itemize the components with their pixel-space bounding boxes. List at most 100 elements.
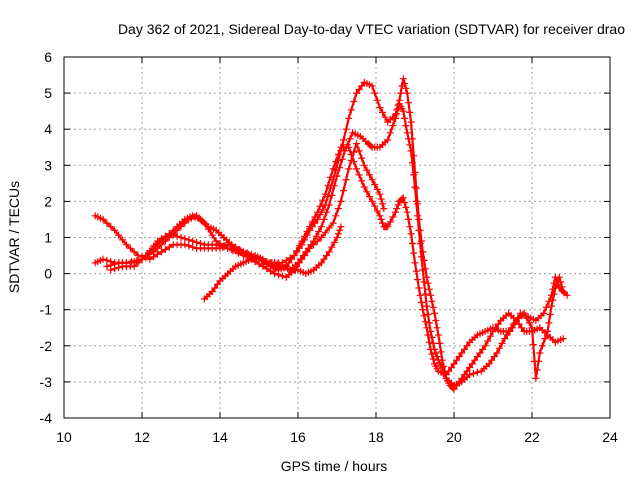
plus-marker <box>384 136 392 144</box>
plus-marker <box>181 241 189 249</box>
plus-marker <box>316 202 324 210</box>
plus-marker <box>267 267 275 275</box>
plus-marker <box>393 205 401 213</box>
plus-marker <box>150 242 158 250</box>
plus-marker <box>406 108 414 116</box>
plus-marker <box>424 311 432 318</box>
plus-marker <box>306 223 314 231</box>
plus-marker <box>189 237 197 245</box>
plus-marker <box>334 205 342 213</box>
plus-marker <box>315 228 323 235</box>
plus-marker <box>528 324 536 332</box>
plus-marker <box>216 242 224 250</box>
plus-marker <box>437 348 445 356</box>
plus-marker <box>551 284 559 292</box>
plus-marker <box>321 229 329 237</box>
plus-marker <box>438 364 446 371</box>
plus-marker <box>402 203 410 211</box>
plus-marker <box>408 159 416 167</box>
plus-marker <box>559 335 567 343</box>
plus-marker <box>410 171 418 179</box>
plus-marker <box>563 291 571 299</box>
series-markers-track-d <box>200 223 345 303</box>
plus-marker <box>559 288 567 296</box>
plus-marker <box>406 223 414 231</box>
plus-marker <box>329 219 337 227</box>
plus-marker <box>394 201 402 209</box>
plus-marker <box>212 241 220 249</box>
plus-marker <box>189 243 197 251</box>
plus-marker <box>536 349 544 357</box>
plus-marker <box>345 114 353 122</box>
plus-marker <box>103 219 111 227</box>
plus-marker <box>301 232 308 240</box>
y-tick-label: 1 <box>44 230 52 246</box>
plus-marker <box>243 253 251 261</box>
plus-marker <box>473 353 481 361</box>
plus-marker <box>376 104 384 111</box>
plus-marker <box>107 266 115 274</box>
plus-marker <box>442 371 450 379</box>
plus-marker <box>481 342 489 350</box>
plus-marker <box>407 147 415 155</box>
plus-marker <box>228 246 236 253</box>
plus-marker <box>213 280 221 288</box>
plus-marker <box>542 303 550 311</box>
plus-marker <box>342 125 350 133</box>
plus-marker <box>548 302 555 310</box>
plus-marker <box>479 345 487 353</box>
plus-marker <box>423 302 431 310</box>
plus-marker <box>347 157 355 164</box>
plus-marker <box>355 86 363 93</box>
plus-marker <box>103 256 111 264</box>
plus-marker <box>358 154 366 162</box>
data-series <box>91 75 571 393</box>
plus-marker <box>169 231 177 239</box>
plus-marker <box>402 122 410 130</box>
x-tick-label: 12 <box>134 429 150 445</box>
plus-marker <box>498 339 506 347</box>
y-tick-label: 0 <box>44 266 52 282</box>
plus-marker <box>119 236 126 244</box>
plus-marker <box>341 147 349 155</box>
plus-marker <box>503 331 511 339</box>
plus-marker <box>311 213 319 221</box>
plus-marker <box>328 191 336 199</box>
chart-title: Day 362 of 2021, Sidereal Day-to-day VTE… <box>118 21 625 37</box>
plus-marker <box>423 324 431 332</box>
series-line-track-e <box>109 142 385 279</box>
plus-marker <box>332 212 340 220</box>
plus-marker <box>496 344 503 352</box>
plus-marker <box>363 166 371 174</box>
plus-marker <box>220 243 228 251</box>
plus-marker <box>115 264 123 272</box>
y-axis-label: SDTVAR / TECUs <box>6 181 22 293</box>
plus-marker <box>523 314 531 322</box>
plus-marker <box>399 75 407 83</box>
plus-marker <box>505 327 513 335</box>
plus-marker <box>290 266 298 274</box>
plus-marker <box>468 360 476 368</box>
plus-marker <box>368 176 376 184</box>
plus-marker <box>377 195 385 203</box>
y-tick-label: 3 <box>44 157 52 173</box>
y-tick-label: -2 <box>40 338 53 354</box>
plus-marker <box>555 273 563 281</box>
plus-marker <box>414 212 422 220</box>
plus-marker <box>185 242 193 250</box>
plus-marker <box>314 237 321 245</box>
plus-marker <box>416 291 424 299</box>
plus-marker <box>494 320 502 328</box>
plus-marker <box>345 143 353 151</box>
plus-marker <box>484 337 492 345</box>
plus-marker <box>99 215 107 223</box>
plus-marker <box>360 183 368 191</box>
plus-marker <box>338 155 346 163</box>
plus-marker <box>154 237 162 245</box>
plus-marker <box>208 231 216 239</box>
plus-marker <box>401 199 409 207</box>
x-tick-label: 16 <box>290 429 306 445</box>
plus-marker <box>336 226 344 234</box>
plus-marker <box>410 249 418 257</box>
plus-marker <box>111 226 119 234</box>
